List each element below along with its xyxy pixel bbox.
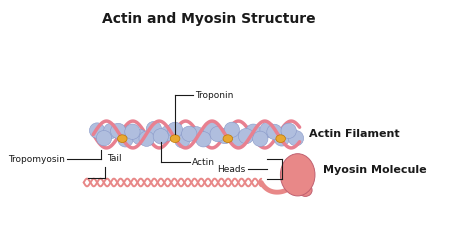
Ellipse shape [276, 135, 285, 143]
Circle shape [252, 131, 268, 147]
Ellipse shape [223, 135, 233, 143]
Text: Myosin Molecule: Myosin Molecule [323, 165, 426, 175]
Circle shape [96, 130, 112, 146]
Circle shape [260, 122, 275, 137]
Circle shape [189, 127, 204, 142]
Circle shape [111, 123, 126, 139]
Circle shape [132, 129, 148, 145]
Text: Actin Filament: Actin Filament [309, 130, 400, 139]
Text: Actin: Actin [192, 158, 215, 167]
Circle shape [288, 131, 304, 146]
Circle shape [125, 124, 140, 139]
Circle shape [175, 133, 190, 148]
Circle shape [210, 126, 225, 142]
Circle shape [196, 132, 211, 147]
Circle shape [104, 123, 119, 138]
Circle shape [118, 132, 133, 147]
Circle shape [224, 122, 239, 137]
Circle shape [203, 121, 218, 136]
Circle shape [153, 129, 168, 144]
Circle shape [281, 123, 297, 138]
Circle shape [231, 132, 247, 147]
Circle shape [217, 128, 233, 144]
Circle shape [161, 126, 176, 141]
Circle shape [146, 121, 162, 137]
Circle shape [139, 131, 154, 146]
Ellipse shape [117, 135, 127, 143]
Text: Troponin: Troponin [195, 91, 234, 100]
Circle shape [246, 124, 261, 139]
Ellipse shape [280, 154, 315, 196]
Text: Actin and Myosin Structure: Actin and Myosin Structure [102, 12, 315, 26]
Text: Tropomyosin: Tropomyosin [9, 155, 65, 164]
Text: Tail: Tail [107, 154, 122, 163]
Circle shape [267, 124, 282, 140]
Circle shape [167, 122, 183, 137]
Circle shape [274, 131, 289, 146]
Circle shape [90, 123, 105, 138]
Circle shape [181, 126, 197, 142]
Ellipse shape [170, 135, 180, 143]
Text: Heads: Heads [218, 165, 246, 173]
Ellipse shape [299, 184, 312, 196]
Circle shape [238, 128, 254, 144]
